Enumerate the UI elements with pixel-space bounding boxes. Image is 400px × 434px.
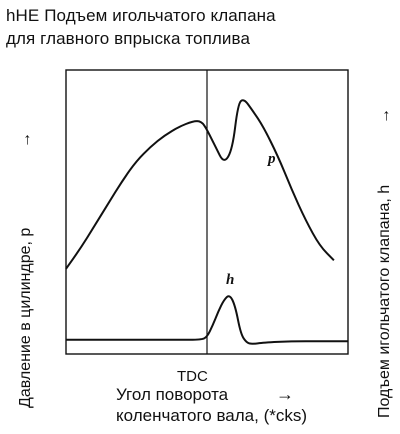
chart-title-line-2: для главного впрыска топлива	[6, 29, 251, 48]
series-label-h: h	[226, 272, 234, 288]
series-group	[65, 99, 348, 345]
x-axis-label-line-2: коленчатого вала, (*cks)	[116, 406, 308, 425]
x-tick-tdc: TDC	[177, 368, 208, 385]
chart-title-line-1: hHE Подъем игольчатого клапана	[6, 6, 276, 25]
x-axis-label-line-1: Угол поворота	[116, 385, 229, 404]
y-axis-label-left: Давление в цилиндре, p	[17, 228, 34, 408]
series-label-p: p	[266, 151, 276, 167]
y-axis-arrow-left: →	[17, 132, 34, 148]
y-axis-label-right: Подъем игольчатого клапана, h	[376, 185, 393, 418]
x-axis-arrow: →	[276, 384, 294, 404]
y-axis-arrow-right: →	[376, 108, 393, 124]
series-line-p	[65, 99, 335, 270]
series-line-h	[66, 295, 348, 345]
